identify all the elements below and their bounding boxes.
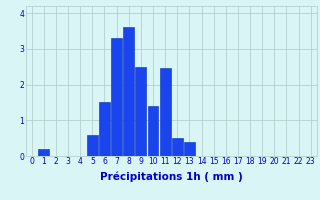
Bar (123, 27, 134, 156)
Bar (135, 67, 146, 156)
Bar (87, 135, 98, 156)
Bar (99, 102, 110, 156)
Bar (172, 138, 183, 156)
X-axis label: Précipitations 1h ( mm ): Précipitations 1h ( mm ) (100, 172, 243, 182)
Bar (111, 38, 122, 156)
Bar (38, 149, 49, 156)
Bar (148, 106, 158, 156)
Bar (160, 68, 171, 156)
Bar (184, 142, 195, 156)
